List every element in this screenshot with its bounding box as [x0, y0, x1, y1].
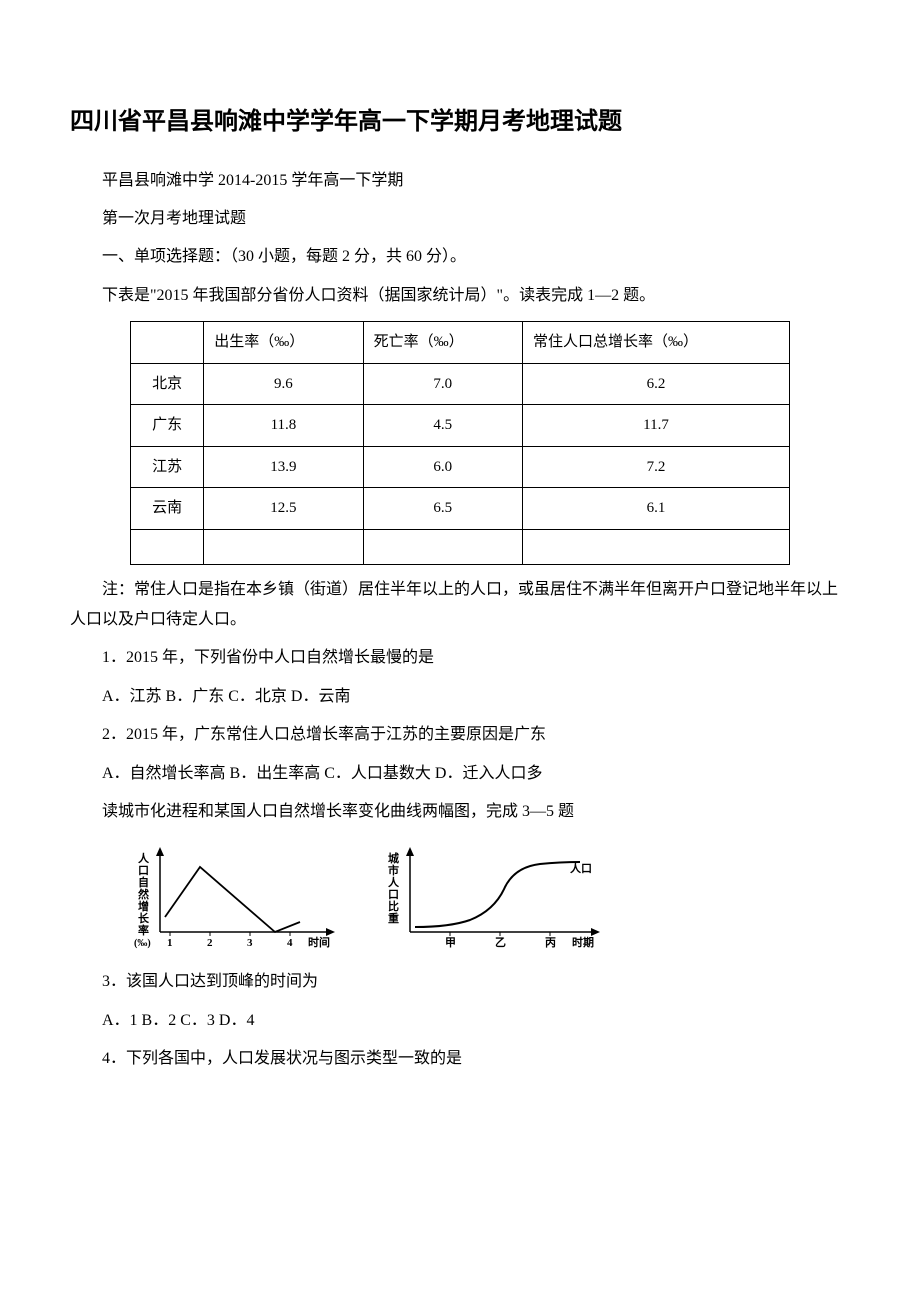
svg-text:人: 人 — [138, 851, 150, 865]
chart1-tick-2: 2 — [207, 937, 213, 949]
table-header-cell: 死亡率（‰） — [363, 322, 522, 364]
table-cell: 6.2 — [522, 363, 789, 405]
table-cell: 江苏 — [131, 446, 204, 488]
table-header-cell: 常住人口总增长率（‰） — [522, 322, 789, 364]
charts-container: 人 口 自 然 增 长 率 (‰) 1 2 3 4 时间 — [130, 842, 850, 952]
table-cell: 6.0 — [363, 446, 522, 488]
svg-text:人: 人 — [388, 875, 400, 889]
svg-text:然: 然 — [138, 887, 149, 901]
table-intro: 下表是"2015 年我国部分省份人口资料（据国家统计局）"。读表完成 1—2 题… — [70, 281, 850, 311]
table-cell — [131, 529, 204, 564]
svg-text:口: 口 — [388, 888, 399, 901]
question-2: 2．2015 年，广东常住人口总增长率高于江苏的主要原因是广东 — [70, 720, 850, 750]
table-header-cell — [131, 322, 204, 364]
chart2-tick-1: 甲 — [445, 936, 456, 949]
table-note: 注：常住人口是指在本乡镇（街道）居住半年以上的人口，或虽居住不满半年但离开户口登… — [70, 575, 850, 636]
table-cell: 11.7 — [522, 405, 789, 447]
table-cell: 11.8 — [204, 405, 363, 447]
table-cell: 6.1 — [522, 488, 789, 530]
population-table: 出生率（‰） 死亡率（‰） 常住人口总增长率（‰） 北京 9.6 7.0 6.2… — [130, 321, 790, 565]
subtitle-line-2: 第一次月考地理试题 — [70, 204, 850, 234]
table-cell: 广东 — [131, 405, 204, 447]
question-2-options: A．自然增长率高 B．出生率高 C．人口基数大 D．迁入人口多 — [70, 759, 850, 789]
section-heading: 一、单项选择题：（30 小题，每题 2 分，共 60 分）。 — [70, 242, 850, 272]
table-cell — [522, 529, 789, 564]
chart2-label-right: 人口 — [570, 861, 592, 875]
question-1-options: A．江苏 B．广东 C．北京 D．云南 — [70, 682, 850, 712]
svg-text:比: 比 — [388, 899, 399, 913]
svg-text:增: 增 — [138, 899, 149, 913]
chart-growth-rate: 人 口 自 然 增 长 率 (‰) 1 2 3 4 时间 — [130, 842, 350, 952]
table-header-cell: 出生率（‰） — [204, 322, 363, 364]
table-cell: 7.2 — [522, 446, 789, 488]
table-cell — [363, 529, 522, 564]
question-3: 3．该国人口达到顶峰的时间为 — [70, 967, 850, 997]
table-cell: 云南 — [131, 488, 204, 530]
question-4: 4．下列各国中，人口发展状况与图示类型一致的是 — [70, 1044, 850, 1074]
svg-text:自: 自 — [138, 875, 149, 889]
table-cell: 12.5 — [204, 488, 363, 530]
table-cell: 6.5 — [363, 488, 522, 530]
table-cell: 13.9 — [204, 446, 363, 488]
chart2-tick-3: 丙 — [545, 936, 556, 949]
svg-text:重: 重 — [388, 911, 399, 925]
subtitle-line-1: 平昌县响滩中学 2014-2015 学年高一下学期 — [70, 166, 850, 196]
svg-text:长: 长 — [138, 911, 150, 925]
svg-text:市: 市 — [388, 863, 399, 877]
table-cell: 北京 — [131, 363, 204, 405]
question-1: 1．2015 年，下列省份中人口自然增长最慢的是 — [70, 643, 850, 673]
chart1-tick-4: 4 — [287, 937, 293, 949]
chart1-tick-1: 1 — [167, 937, 173, 949]
svg-text:城: 城 — [388, 851, 399, 865]
question-3-options: A．1 B．2 C．3 D．4 — [70, 1006, 850, 1036]
table-cell: 7.0 — [363, 363, 522, 405]
svg-text:率: 率 — [138, 923, 149, 937]
chart-urbanization: 城 市 人 口 比 重 人口 甲 乙 丙 时期 — [380, 842, 620, 952]
svg-text:(‰): (‰) — [134, 938, 151, 949]
charts-intro: 读城市化进程和某国人口自然增长率变化曲线两幅图，完成 3—5 题 — [70, 797, 850, 827]
chart2-tick-2: 乙 — [495, 936, 506, 949]
svg-text:口: 口 — [138, 864, 149, 877]
table-cell: 4.5 — [363, 405, 522, 447]
chart1-tick-3: 3 — [247, 937, 253, 949]
chart1-xlabel: 时间 — [308, 935, 330, 949]
page-title: 四川省平昌县响滩中学学年高一下学期月考地理试题 — [70, 100, 850, 146]
table-cell: 9.6 — [204, 363, 363, 405]
chart2-xlabel: 时期 — [572, 935, 594, 949]
table-cell — [204, 529, 363, 564]
